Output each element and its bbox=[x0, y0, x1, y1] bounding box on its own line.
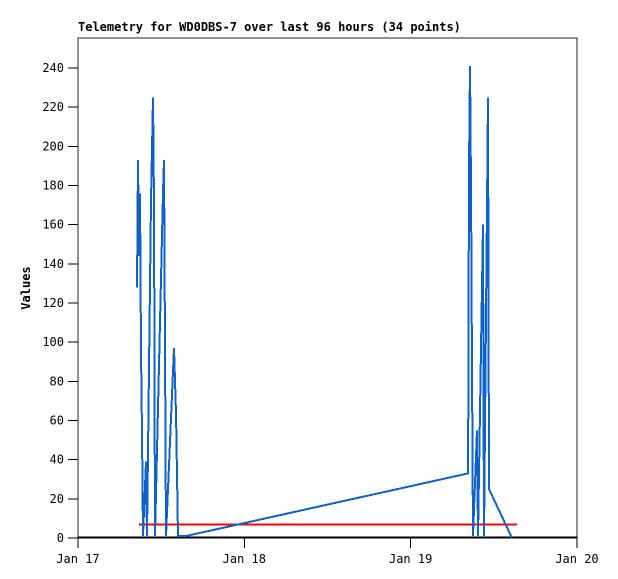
y-tick-label: 200 bbox=[42, 139, 64, 153]
y-tick-label: 220 bbox=[42, 100, 64, 114]
telemetry-polyline bbox=[136, 65, 513, 539]
y-tick-label: 120 bbox=[42, 296, 64, 310]
x-tick-label: Jan 18 bbox=[223, 552, 266, 566]
y-axis-ticks: 0 20 40 60 80 100 120 140 160 180 200 220 240 bbox=[42, 61, 78, 545]
plot-frame bbox=[77, 37, 578, 539]
y-tick-label: 100 bbox=[42, 335, 64, 349]
y-tick-label: 0 bbox=[57, 531, 64, 545]
y-axis-label: Values bbox=[19, 266, 33, 309]
x-tick-label: Jan 20 bbox=[555, 552, 598, 566]
x-axis-ticks: Jan 17 Jan 18 Jan 19 Jan 20 bbox=[56, 538, 599, 566]
chart-title: Telemetry for WD0DBS-7 over last 96 hour… bbox=[78, 20, 461, 34]
y-tick-label: 40 bbox=[50, 453, 64, 467]
x-tick-label: Jan 17 bbox=[56, 552, 99, 566]
y-tick-label: 80 bbox=[50, 374, 64, 388]
y-tick-label: 140 bbox=[42, 257, 64, 271]
y-tick-label: 240 bbox=[42, 61, 64, 75]
telemetry-series-line bbox=[136, 65, 513, 539]
y-tick-label: 20 bbox=[50, 492, 64, 506]
y-tick-label: 160 bbox=[42, 218, 64, 232]
y-tick-label: 180 bbox=[42, 179, 64, 193]
y-tick-label: 60 bbox=[50, 414, 64, 428]
x-tick-label: Jan 19 bbox=[389, 552, 432, 566]
